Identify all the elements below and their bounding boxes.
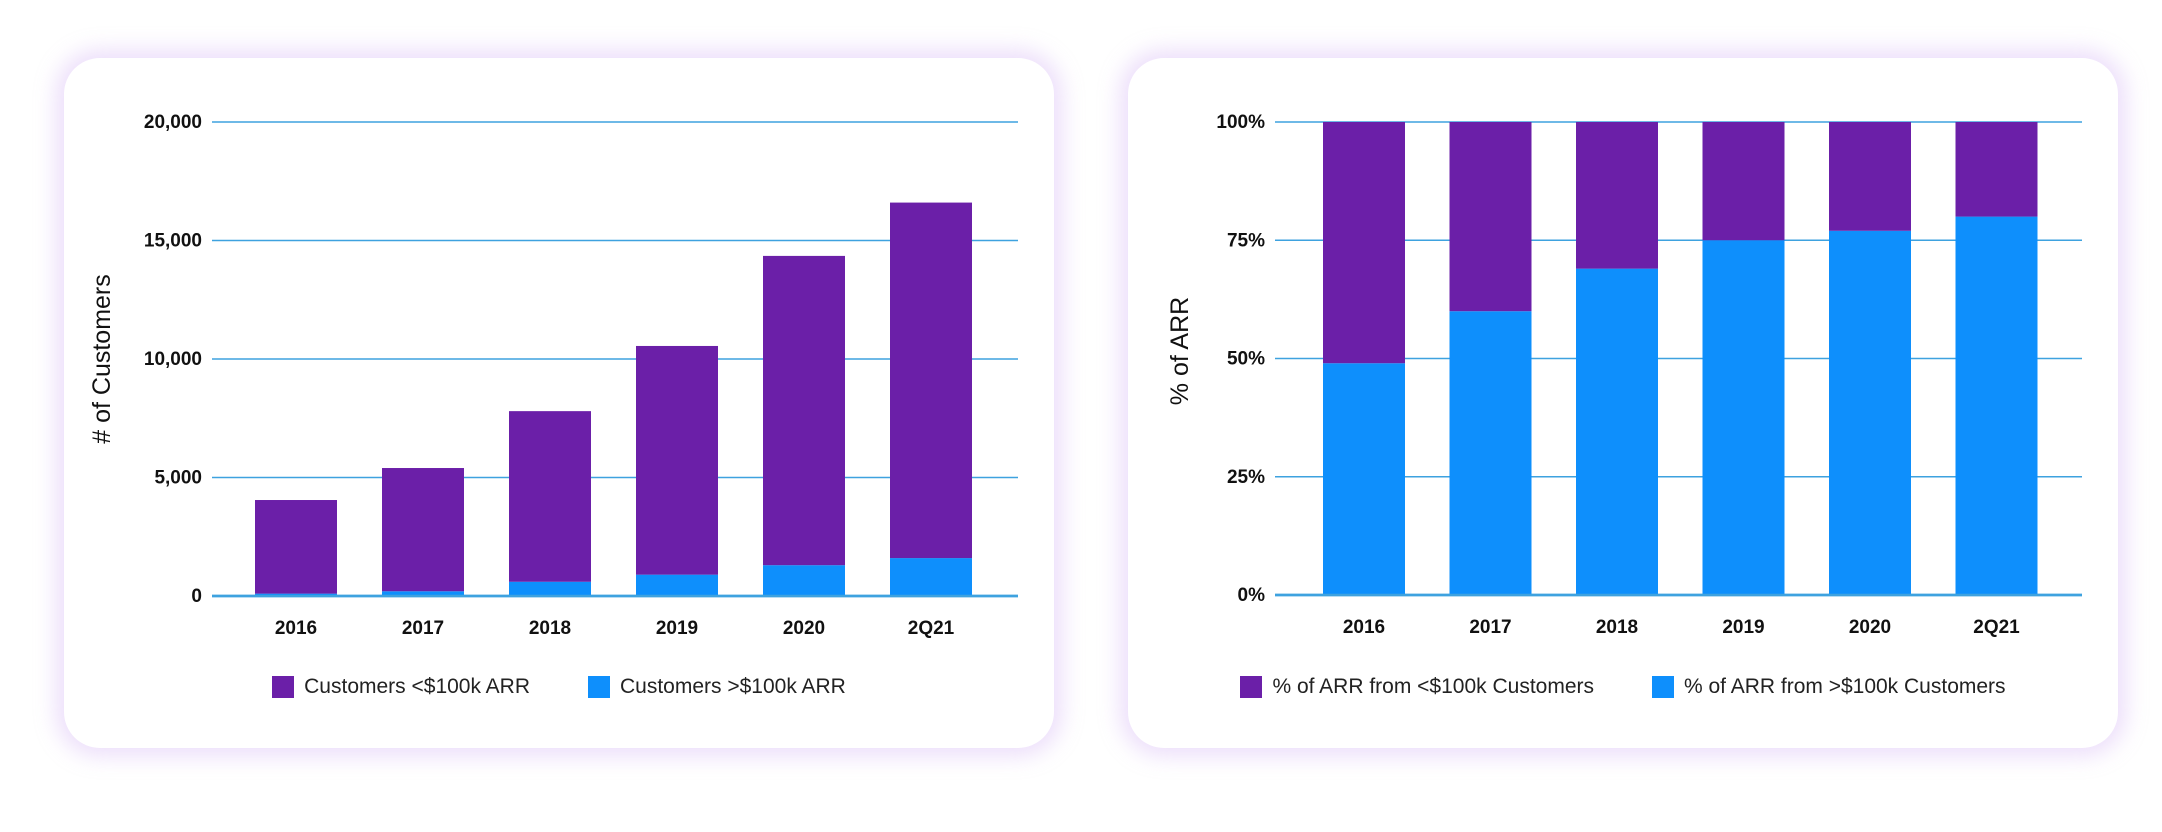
bar-segment-large-2017 bbox=[382, 591, 464, 596]
x-tick-label: 2Q21 bbox=[908, 618, 955, 639]
y-tick-label: 15,000 bbox=[144, 231, 202, 252]
bar-segment-small-2Q21 bbox=[890, 202, 972, 559]
x-tick-label: 2019 bbox=[656, 618, 698, 639]
chart-legend: Customers <$100k ARR Customers >$100k AR… bbox=[64, 675, 1054, 699]
x-tick-label: 2017 bbox=[1469, 617, 1511, 638]
y-tick-label: 5,000 bbox=[154, 468, 202, 489]
y-tick-label: 75% bbox=[1227, 230, 1265, 251]
x-tick-label: 2017 bbox=[402, 618, 444, 639]
arr-share-bar-chart: 0% 25% 50% 75% 100% 2016 2017 2018 2019 2020 2Q21%… bbox=[1166, 112, 2082, 638]
bar-segment-small-2019 bbox=[1702, 122, 1785, 241]
y-tick-label: 10,000 bbox=[144, 349, 202, 370]
y-axis-title: % of ARR bbox=[1166, 297, 1194, 405]
legend-item-small-customers: Customers <$100k ARR bbox=[272, 675, 530, 699]
bar-segment-large-2Q21 bbox=[890, 558, 972, 596]
legend-swatch-purple bbox=[272, 676, 295, 698]
bar-segment-small-2017 bbox=[382, 468, 464, 592]
x-tick-label: 2020 bbox=[1849, 617, 1891, 638]
legend-label: Customers >$100k ARR bbox=[620, 675, 846, 698]
x-tick-label: 2Q21 bbox=[1973, 617, 2020, 638]
bar-segment-large-2016 bbox=[1323, 363, 1405, 595]
bar-segment-small-2020 bbox=[1829, 122, 1911, 231]
legend-swatch-purple bbox=[1240, 676, 1263, 698]
bar-segment-small-2016 bbox=[255, 500, 337, 594]
legend-label: % of ARR from <$100k Customers bbox=[1272, 675, 1594, 698]
customers-chart-card: 0 5,000 10,000 15,000 20,000 2016 2017 2018 2019… bbox=[64, 58, 1054, 748]
x-tick-label: 2018 bbox=[529, 618, 571, 639]
y-tick-label: 25% bbox=[1227, 467, 1265, 488]
y-tick-label: 50% bbox=[1227, 349, 1265, 370]
bar-segment-large-2017 bbox=[1449, 311, 1532, 595]
bar-segment-large-2Q21 bbox=[1955, 216, 2038, 595]
bar-segment-small-2Q21 bbox=[1955, 122, 2038, 217]
bar-segment-large-2020 bbox=[1829, 230, 1911, 596]
arr-share-chart-card: 0% 25% 50% 75% 100% 2016 2017 2018 2019 2020 2Q21%… bbox=[1128, 58, 2118, 748]
legend-item-small-arr: % of ARR from <$100k Customers bbox=[1240, 675, 1594, 699]
y-tick-label: 0% bbox=[1238, 585, 1266, 606]
bar-segment-large-2020 bbox=[763, 565, 845, 596]
bar-segment-small-2016 bbox=[1323, 122, 1405, 364]
legend-swatch-blue bbox=[1652, 676, 1674, 698]
x-tick-label: 2019 bbox=[1722, 617, 1764, 638]
bar-segment-large-2019 bbox=[1702, 240, 1785, 595]
legend-label: % of ARR from >$100k Customers bbox=[1684, 675, 2006, 698]
x-tick-label: 2018 bbox=[1596, 617, 1638, 638]
bar-segment-large-2018 bbox=[509, 581, 591, 596]
bar-segment-large-2019 bbox=[636, 574, 718, 596]
bar-segment-small-2018 bbox=[509, 411, 591, 582]
y-axis-title: # of Customers bbox=[88, 274, 116, 444]
customers-bar-chart: 0 5,000 10,000 15,000 20,000 2016 2017 2018 2019… bbox=[88, 112, 1018, 639]
y-tick-label: 100% bbox=[1216, 112, 1265, 133]
y-tick-label: 20,000 bbox=[144, 112, 202, 133]
legend-item-large-customers: Customers >$100k ARR bbox=[588, 675, 846, 699]
y-tick-label: 0 bbox=[191, 586, 202, 607]
bar-segment-large-2018 bbox=[1576, 268, 1658, 595]
chart-legend: % of ARR from <$100k Customers % of ARR … bbox=[1128, 675, 2118, 699]
bar-segment-small-2019 bbox=[636, 345, 718, 575]
x-tick-label: 2016 bbox=[275, 618, 317, 639]
bar-segment-small-2020 bbox=[763, 255, 845, 566]
x-tick-label: 2016 bbox=[1343, 617, 1385, 638]
x-tick-label: 2020 bbox=[783, 618, 825, 639]
legend-label: Customers <$100k ARR bbox=[304, 675, 530, 698]
legend-item-large-arr: % of ARR from >$100k Customers bbox=[1652, 675, 2006, 699]
legend-swatch-blue bbox=[588, 676, 610, 698]
bar-segment-small-2017 bbox=[1449, 122, 1532, 312]
bar-segment-small-2018 bbox=[1576, 122, 1658, 269]
